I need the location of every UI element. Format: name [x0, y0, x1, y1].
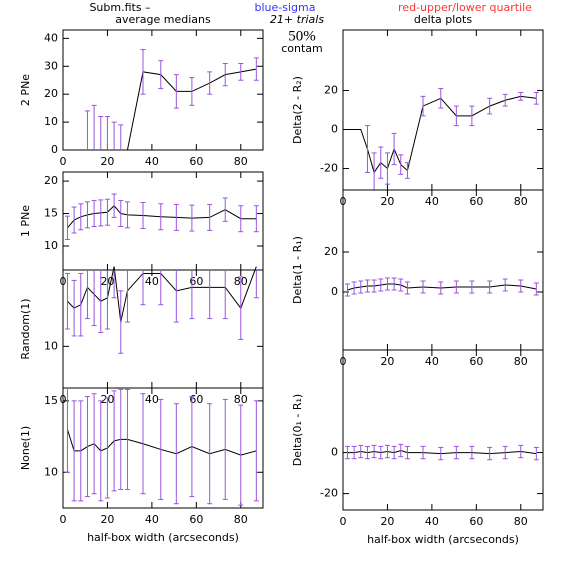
y-axis-label: Random(1)	[19, 298, 32, 359]
panel-frame	[342, 189, 544, 351]
data-line	[347, 449, 537, 455]
y-tick-label: 20	[44, 174, 58, 187]
y-tick-label: 40	[44, 31, 58, 44]
y-tick-label: 15	[44, 207, 58, 220]
trials: 21+ trials	[270, 13, 324, 26]
y-tick-label: 30	[44, 59, 58, 72]
y-axis-label: None(1)	[19, 426, 32, 470]
y-tick-label: 0	[331, 123, 338, 136]
y-axis-label: Delta(2 - R₂)	[291, 76, 304, 144]
y-tick-label: 20	[324, 83, 338, 96]
x-tick-label: 40	[425, 515, 439, 528]
x-tick-label: 60	[469, 195, 483, 208]
legend-sigma: blue-sigma	[255, 1, 316, 14]
x-axis-label: half-box width (arcseconds)	[367, 533, 519, 546]
y-tick-label: 10	[44, 239, 58, 252]
y-axis-label: 1 PNe	[19, 205, 32, 237]
y-tick-label: -20	[320, 487, 338, 500]
x-tick-label: 60	[469, 355, 483, 368]
x-axis-label: half-box width (arcseconds)	[87, 531, 239, 544]
y-tick-label: 10	[44, 339, 58, 352]
x-tick-label: 60	[189, 513, 203, 526]
x-tick-label: 20	[100, 155, 114, 168]
panel-frame	[62, 29, 264, 151]
x-tick-label: 20	[380, 515, 394, 528]
panel-frame	[62, 171, 264, 271]
x-tick-label: 80	[514, 195, 528, 208]
x-tick-label: 40	[145, 155, 159, 168]
x-tick-label: 0	[340, 515, 347, 528]
x-tick-label: 80	[234, 513, 248, 526]
x-tick-label: 60	[189, 155, 203, 168]
y-axis-label: 2 PNe	[19, 74, 32, 106]
x-tick-label: 40	[145, 393, 159, 406]
right-title: delta plots	[414, 13, 472, 26]
y-tick-label: 20	[44, 87, 58, 100]
x-tick-label: 20	[380, 195, 394, 208]
x-tick-label: 0	[60, 513, 67, 526]
data-line	[66, 429, 257, 456]
data-line	[347, 283, 537, 291]
panel-frame	[62, 387, 264, 509]
contam: contam	[281, 42, 323, 55]
panel-frame	[342, 349, 544, 511]
x-tick-label: 40	[145, 275, 159, 288]
y-axis-label: Delta(0₁ - R₁)	[291, 394, 304, 466]
panel-frame	[342, 29, 544, 191]
y-tick-label: 0	[51, 143, 58, 156]
x-tick-label: 60	[189, 275, 203, 288]
y-tick-label: 0	[331, 285, 338, 298]
left-title: average medians	[115, 13, 211, 26]
x-tick-label: 40	[145, 513, 159, 526]
x-tick-label: 80	[514, 355, 528, 368]
contam-pct: 50%	[288, 28, 316, 44]
y-tick-label: 0	[331, 446, 338, 459]
x-tick-label: 40	[425, 195, 439, 208]
y-tick-label: -20	[320, 162, 338, 175]
y-tick-label: 10	[44, 115, 58, 128]
x-tick-label: 80	[514, 515, 528, 528]
y-axis-label: Delta(1 - R₁)	[291, 236, 304, 304]
x-tick-label: 20	[100, 513, 114, 526]
data-line	[67, 266, 257, 323]
x-tick-label: 60	[469, 515, 483, 528]
y-tick-label: 20	[324, 245, 338, 258]
legend-quartile: red-upper/lower quartile	[398, 1, 532, 14]
x-tick-label: 40	[425, 355, 439, 368]
x-tick-label: 80	[234, 393, 248, 406]
y-tick-label: 10	[44, 465, 58, 478]
x-tick-label: 20	[380, 355, 394, 368]
y-tick-label: 15	[44, 394, 58, 407]
header-source: Subm.fits –	[89, 1, 150, 14]
data-line	[347, 95, 537, 174]
data-line	[67, 68, 257, 151]
data-line	[67, 205, 257, 229]
x-tick-label: 0	[60, 155, 67, 168]
x-tick-label: 80	[234, 155, 248, 168]
